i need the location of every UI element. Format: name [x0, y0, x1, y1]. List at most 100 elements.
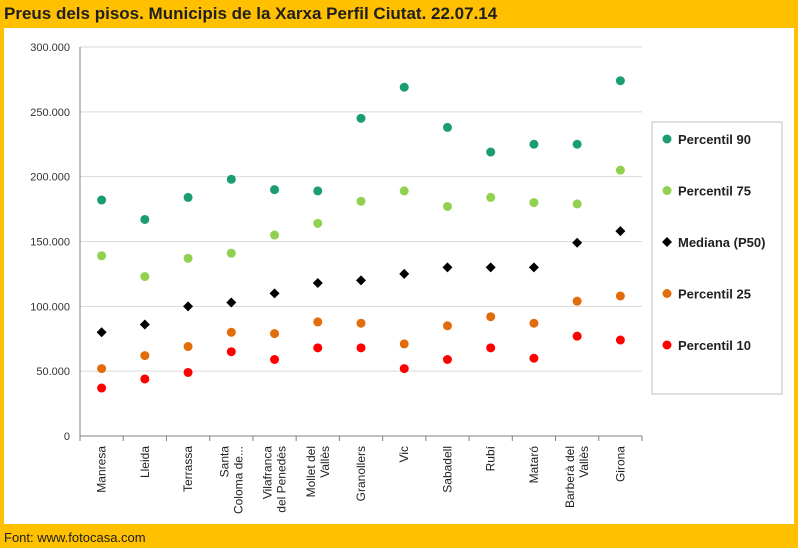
data-point — [529, 198, 539, 208]
data-points — [96, 76, 626, 393]
data-point — [226, 174, 236, 184]
x-category-label-line: Rubí — [484, 445, 498, 471]
data-point — [486, 343, 496, 353]
data-point — [97, 195, 107, 205]
data-point — [399, 339, 409, 349]
data-point — [399, 186, 409, 196]
data-point — [140, 351, 150, 361]
legend-label: Percentil 75 — [678, 184, 751, 199]
data-point — [96, 327, 107, 338]
x-category-label: Lleida — [138, 446, 152, 478]
x-category-label: Rubí — [484, 445, 498, 471]
legend-marker — [662, 134, 672, 144]
data-point — [442, 262, 453, 273]
y-tick-labels: 0 50.000 100.000 150.000 200.000 250.000 300.0… — [30, 42, 70, 443]
y-tick-label: 250.000 — [30, 107, 70, 119]
x-category-label: SantaColoma de... — [217, 446, 245, 514]
data-point — [572, 296, 582, 306]
x-category-labels: Manresa Lleida Terrassa SantaColoma de... Vi… — [95, 445, 628, 514]
x-category-label-line: Coloma de... — [231, 446, 245, 514]
x-category-label: Vilafrancadel Penedès — [261, 446, 289, 513]
legend-label: Percentil 10 — [678, 338, 751, 353]
x-category-label-line: del Penedès — [275, 446, 289, 513]
data-point — [226, 327, 236, 337]
x-category-label-line: Vallès — [577, 446, 591, 478]
data-point — [615, 226, 626, 237]
x-category-label: Mollet delVallès — [304, 446, 332, 497]
data-point — [139, 319, 150, 330]
data-point — [356, 343, 366, 353]
x-category-label: Barberà delVallès — [563, 446, 591, 508]
data-point — [183, 342, 193, 352]
data-point — [615, 335, 625, 345]
data-point — [313, 343, 323, 353]
scatter-chart: 0 50.000 100.000 150.000 200.000 250.000 300.0… — [30, 42, 783, 514]
x-category-label: Girona — [613, 446, 627, 482]
data-point — [529, 318, 539, 328]
data-point — [312, 277, 323, 288]
x-category-label-line: Girona — [613, 446, 627, 482]
data-point — [442, 201, 452, 211]
data-point — [313, 218, 323, 228]
data-point — [269, 288, 280, 299]
data-point — [529, 353, 539, 363]
y-tick-label: 300.000 — [30, 42, 70, 54]
y-tick-label: 100.000 — [30, 301, 70, 313]
data-point — [183, 367, 193, 377]
data-point — [356, 196, 366, 206]
data-point — [356, 113, 366, 123]
data-point — [226, 297, 237, 308]
data-point — [226, 248, 236, 258]
data-point — [140, 374, 150, 384]
data-point — [572, 199, 582, 209]
gridlines — [80, 46, 642, 372]
data-point — [442, 321, 452, 331]
data-point — [399, 82, 409, 92]
legend-label: Percentil 90 — [678, 132, 751, 147]
y-tick-label: 50.000 — [36, 366, 70, 378]
x-category-label-line: Mollet del — [304, 446, 318, 497]
x-category-label-line: Lleida — [138, 446, 152, 478]
data-point — [615, 76, 625, 86]
data-point — [486, 192, 496, 202]
data-point — [485, 262, 496, 273]
data-point — [528, 262, 539, 273]
legend-label: Mediana (P50) — [678, 235, 765, 250]
data-point — [183, 301, 194, 312]
data-point — [572, 331, 582, 341]
x-category-label-line: Terrassa — [181, 446, 195, 492]
x-category-label-line: Santa — [217, 446, 231, 478]
data-point — [140, 272, 150, 282]
data-point — [226, 347, 236, 357]
legend-label: Percentil 25 — [678, 287, 751, 302]
data-point — [615, 165, 625, 175]
legend-marker — [662, 237, 672, 247]
x-category-label: Vic — [397, 446, 411, 462]
legend-marker — [662, 289, 672, 298]
data-point — [442, 354, 452, 364]
legend: Percentil 90 Percentil 75 Mediana (P50) Per… — [651, 121, 783, 395]
data-point — [529, 139, 539, 149]
x-category-label-line: Mataró — [527, 446, 541, 484]
data-point — [270, 230, 280, 240]
x-category-label-line: Granollers — [354, 446, 368, 501]
x-category-label: Granollers — [354, 446, 368, 501]
data-point — [572, 139, 582, 149]
data-point — [399, 268, 410, 279]
chart-panel: 0 50.000 100.000 150.000 200.000 250.000 300.0… — [4, 28, 794, 524]
x-category-label: Mataró — [527, 446, 541, 484]
data-point — [313, 186, 323, 196]
axes — [79, 47, 643, 441]
y-tick-label: 0 — [64, 431, 70, 443]
x-category-label: Terrassa — [181, 446, 195, 492]
x-category-label: Manresa — [95, 446, 109, 493]
x-category-label-line: Barberà del — [563, 446, 577, 508]
x-category-label-line: Vic — [397, 446, 411, 462]
data-point — [270, 329, 280, 339]
data-point — [356, 275, 366, 286]
data-point — [97, 364, 107, 374]
data-point — [313, 317, 323, 327]
chart-title: Preus dels pisos. Municipis de la Xarxa … — [4, 4, 498, 23]
legend-marker — [662, 186, 672, 195]
x-category-label-line: Sabadell — [440, 446, 454, 493]
